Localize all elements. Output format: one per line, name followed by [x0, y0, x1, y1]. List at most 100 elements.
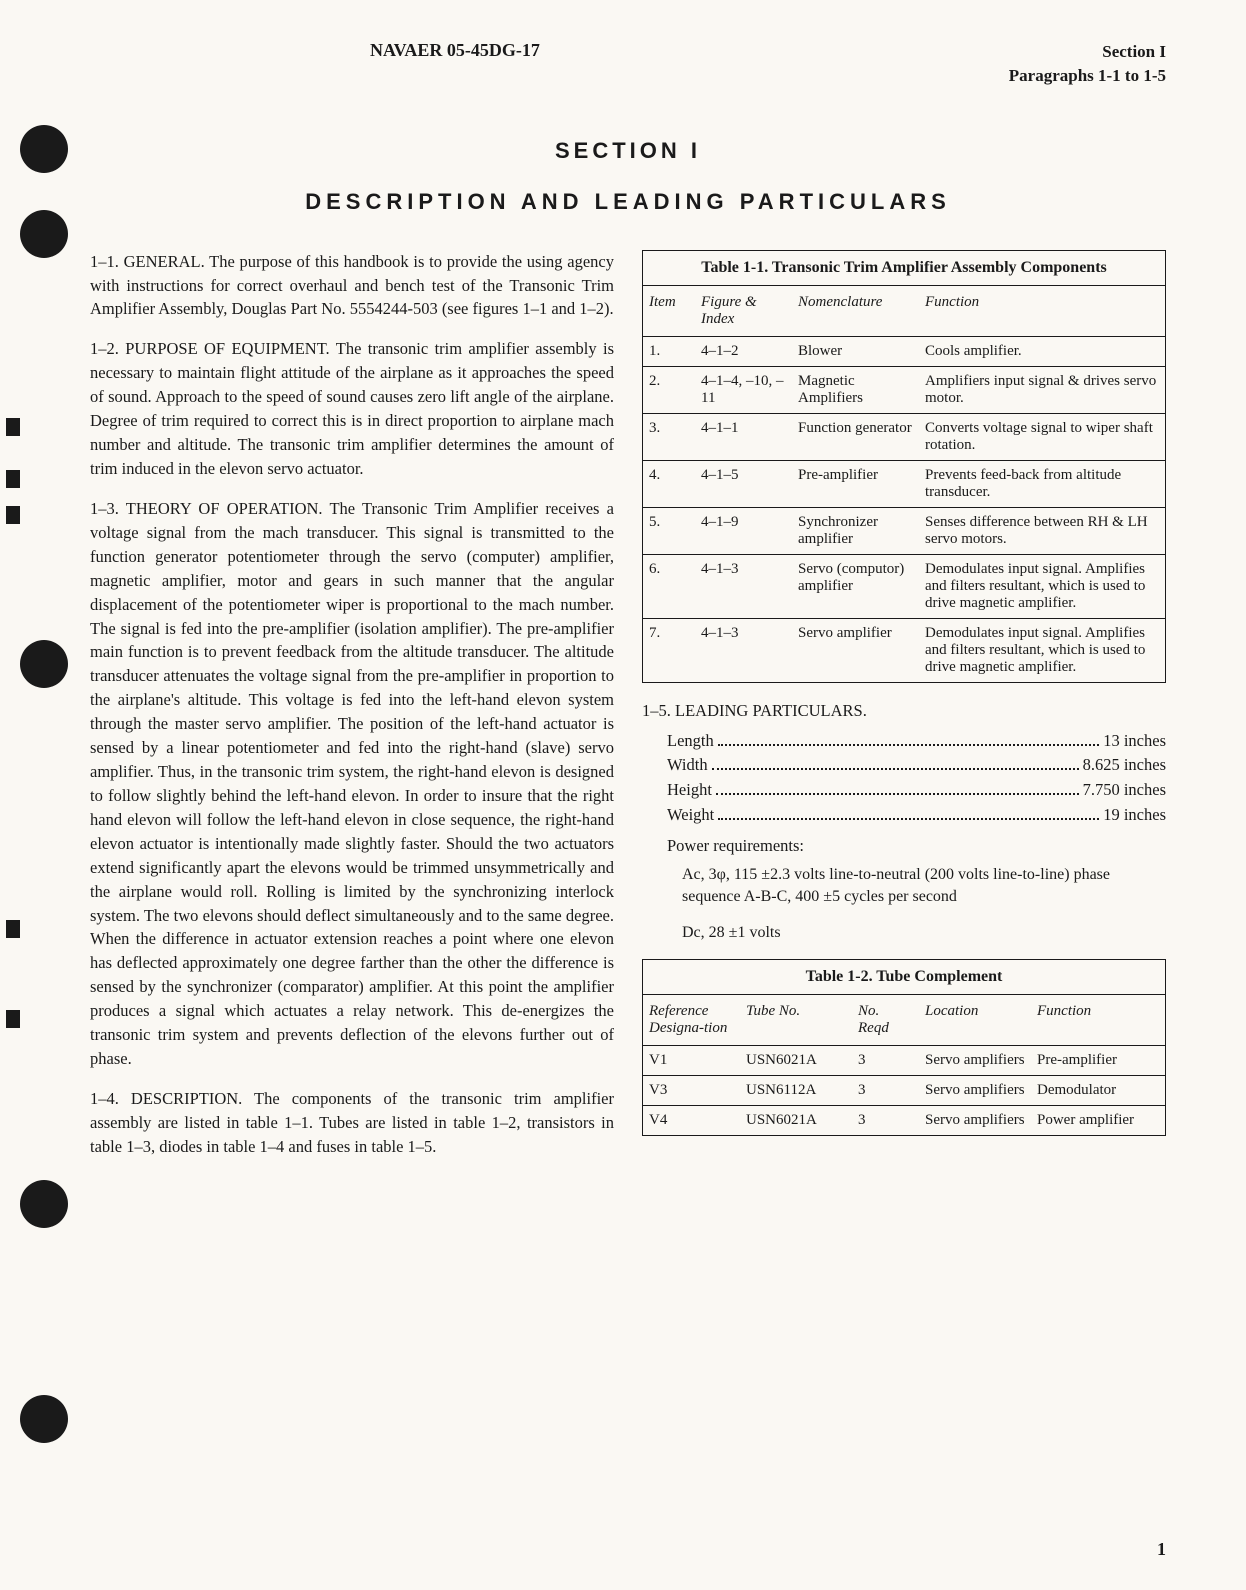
cell-ref: V4	[643, 1110, 740, 1131]
punch-hole	[20, 125, 68, 173]
table-title: Table 1-1. Transonic Trim Amplifier Asse…	[643, 251, 1165, 286]
leading-row: Weight 19 inches	[667, 803, 1166, 828]
header-right: Section I Paragraphs 1-1 to 1-5	[1009, 40, 1166, 88]
punch-hole	[20, 640, 68, 688]
punch-hole	[20, 1395, 68, 1443]
page-tick	[6, 1010, 20, 1028]
cell-function: Converts voltage signal to wiper shaft r…	[919, 418, 1165, 456]
col-header: Function	[919, 292, 1165, 330]
cell-item: 3.	[643, 418, 695, 456]
cell-tube: USN6021A	[740, 1050, 852, 1071]
table-row: 6.4–1–3Servo (computor) amplifierDemodul…	[643, 555, 1165, 619]
paragraph-range: Paragraphs 1-1 to 1-5	[1009, 64, 1166, 88]
left-column: 1–1. GENERAL. The purpose of this handbo…	[90, 250, 614, 1175]
leading-value: 8.625 inches	[1083, 753, 1166, 778]
leading-row: Width 8.625 inches	[667, 753, 1166, 778]
leading-label: Width	[667, 753, 708, 778]
paragraph-1-1: 1–1. GENERAL. The purpose of this handbo…	[90, 250, 614, 322]
page-tick	[6, 470, 20, 488]
table-row: 2.4–1–4, –10, –11Magnetic AmplifiersAmpl…	[643, 367, 1165, 414]
leading-row: Height7.750 inches	[667, 778, 1166, 803]
cell-ref: V3	[643, 1080, 740, 1101]
paragraph-1-3: 1–3. THEORY OF OPERATION. The Transonic …	[90, 497, 614, 1071]
page-number: 1	[1157, 1539, 1166, 1560]
leading-particulars-heading: 1–5. LEADING PARTICULARS.	[642, 701, 1166, 721]
cell-nomenclature: Blower	[792, 341, 919, 362]
cell-item: 7.	[643, 623, 695, 678]
cell-function: Demodulator	[1031, 1080, 1165, 1101]
cell-no: 3	[852, 1050, 919, 1071]
right-column: Table 1-1. Transonic Trim Amplifier Asse…	[642, 250, 1166, 1175]
cell-figure: 4–1–3	[695, 559, 792, 614]
cell-nomenclature: Synchronizer amplifier	[792, 512, 919, 550]
table-1-2: Table 1-2. Tube Complement Reference Des…	[642, 959, 1166, 1136]
power-req-dc: Dc, 28 ±1 volts	[642, 922, 1166, 944]
cell-item: 5.	[643, 512, 695, 550]
leader-dots	[718, 818, 1099, 820]
cell-nomenclature: Servo amplifier	[792, 623, 919, 678]
col-header: Location	[919, 1001, 1031, 1039]
leading-value: 19 inches	[1103, 803, 1166, 828]
leading-label: Weight	[667, 803, 714, 828]
cell-item: 6.	[643, 559, 695, 614]
paragraph-1-2: 1–2. PURPOSE OF EQUIPMENT. The transonic…	[90, 337, 614, 481]
cell-function: Power amplifier	[1031, 1110, 1165, 1131]
cell-item: 1.	[643, 341, 695, 362]
leading-particulars-list: Length13 inchesWidth8.625 inchesHeight7.…	[642, 729, 1166, 828]
leading-label: Length	[667, 729, 714, 754]
cell-nomenclature: Function generator	[792, 418, 919, 456]
col-header: Figure & Index	[695, 292, 792, 330]
punch-hole	[20, 210, 68, 258]
cell-function: Prevents feed-back from altitude transdu…	[919, 465, 1165, 503]
table-row: 7.4–1–3Servo amplifierDemodulates input …	[643, 619, 1165, 682]
cell-ref: V1	[643, 1050, 740, 1071]
cell-function: Amplifiers input signal & drives servo m…	[919, 371, 1165, 409]
table-header: Reference Designa-tion Tube No. No. Reqd…	[643, 995, 1165, 1046]
cell-item: 4.	[643, 465, 695, 503]
section-subtitle: DESCRIPTION AND LEADING PARTICULARS	[90, 189, 1166, 215]
cell-nomenclature: Magnetic Amplifiers	[792, 371, 919, 409]
cell-location: Servo amplifiers	[919, 1080, 1031, 1101]
table-row: 4.4–1–5Pre-amplifierPrevents feed-back f…	[643, 461, 1165, 508]
leading-label: Height	[667, 778, 712, 803]
section-title: SECTION I	[90, 138, 1166, 164]
page: NAVAER 05-45DG-17 Section I Paragraphs 1…	[0, 0, 1246, 1590]
page-tick	[6, 920, 20, 938]
page-header: NAVAER 05-45DG-17 Section I Paragraphs 1…	[90, 40, 1166, 88]
cell-function: Cools amplifier.	[919, 341, 1165, 362]
table-row: 5.4–1–9Synchronizer amplifierSenses diff…	[643, 508, 1165, 555]
col-header: Item	[643, 292, 695, 330]
cell-nomenclature: Pre-amplifier	[792, 465, 919, 503]
power-req-ac: Ac, 3φ, 115 ±2.3 volts line-to-neutral (…	[642, 864, 1166, 909]
cell-figure: 4–1–2	[695, 341, 792, 362]
table-row: V3USN6112A3Servo amplifiersDemodulator	[643, 1076, 1165, 1106]
cell-nomenclature: Servo (computor) amplifier	[792, 559, 919, 614]
cell-no: 3	[852, 1110, 919, 1131]
cell-function: Senses difference between RH & LH servo …	[919, 512, 1165, 550]
col-header: Function	[1031, 1001, 1165, 1039]
col-header: Nomenclature	[792, 292, 919, 330]
leader-dots	[716, 793, 1079, 795]
doc-number: NAVAER 05-45DG-17	[370, 40, 540, 61]
two-column-layout: 1–1. GENERAL. The purpose of this handbo…	[90, 250, 1166, 1175]
cell-no: 3	[852, 1080, 919, 1101]
cell-figure: 4–1–9	[695, 512, 792, 550]
leader-dots	[712, 768, 1079, 770]
col-header: Reference Designa-tion	[643, 1001, 740, 1039]
table-title: Table 1-2. Tube Complement	[643, 960, 1165, 995]
table-row: V1USN6021A3Servo amplifiersPre-amplifier	[643, 1046, 1165, 1076]
leader-dots	[718, 744, 1099, 746]
table-header: Item Figure & Index Nomenclature Functio…	[643, 286, 1165, 337]
table-1-1: Table 1-1. Transonic Trim Amplifier Asse…	[642, 250, 1166, 683]
col-header: No. Reqd	[852, 1001, 919, 1039]
cell-function: Demodulates input signal. Amplifies and …	[919, 623, 1165, 678]
table-row: V4USN6021A3Servo amplifiersPower amplifi…	[643, 1106, 1165, 1135]
page-tick	[6, 418, 20, 436]
cell-figure: 4–1–3	[695, 623, 792, 678]
cell-figure: 4–1–4, –10, –11	[695, 371, 792, 409]
cell-tube: USN6021A	[740, 1110, 852, 1131]
table-row: 3.4–1–1Function generatorConverts voltag…	[643, 414, 1165, 461]
cell-item: 2.	[643, 371, 695, 409]
cell-function: Demodulates input signal. Amplifies and …	[919, 559, 1165, 614]
page-tick	[6, 506, 20, 524]
